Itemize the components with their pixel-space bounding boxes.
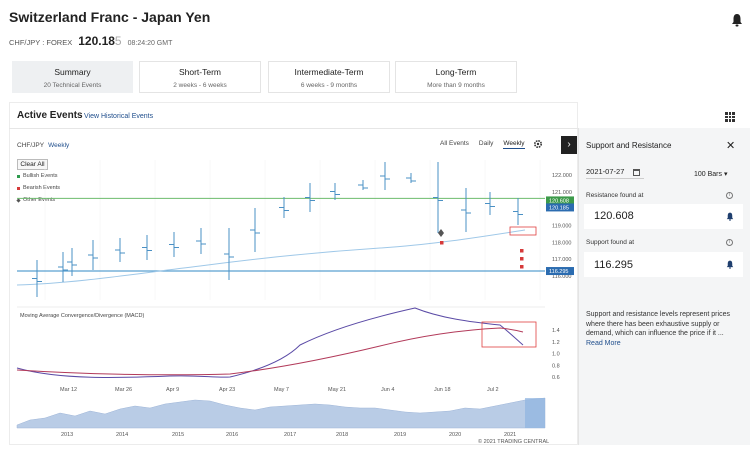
price-dim-digit: 5 bbox=[114, 34, 122, 48]
close-icon[interactable]: ✕ bbox=[726, 140, 736, 152]
period-label[interactable]: Weekly bbox=[48, 142, 70, 149]
event-filters: All Events Daily Weekly bbox=[440, 140, 525, 149]
resistance-label: Resistance found at bbox=[586, 192, 644, 199]
legend-label: Other Events bbox=[23, 197, 56, 203]
tab-title: Intermediate-Term bbox=[294, 67, 364, 77]
support-box bbox=[584, 252, 743, 277]
tab-subtitle: 2 weeks - 6 weeks bbox=[173, 82, 227, 89]
filter-daily[interactable]: Daily bbox=[478, 140, 494, 147]
tab-short-term[interactable]: Short-Term 2 weeks - 6 weeks bbox=[139, 61, 261, 93]
tab-title: Short-Term bbox=[178, 67, 222, 77]
legend-other[interactable]: Other Events bbox=[16, 197, 56, 203]
bars-dropdown[interactable]: 100 Bars ▾ bbox=[694, 171, 728, 178]
info-icon[interactable]: i bbox=[726, 192, 733, 199]
events-panel bbox=[9, 102, 578, 445]
resistance-bell-icon[interactable] bbox=[726, 212, 734, 221]
legend-bullish[interactable]: Bullish Events bbox=[17, 173, 58, 179]
bearish-dot-icon bbox=[17, 186, 20, 190]
tab-long-term[interactable]: Long-Term More than 9 months bbox=[395, 61, 517, 93]
support-bell-icon[interactable] bbox=[726, 260, 734, 269]
bell-icon[interactable] bbox=[731, 13, 743, 27]
page-title: Switzerland Franc - Japan Yen bbox=[9, 9, 211, 25]
side-panel-title: Support and Resistance bbox=[586, 141, 672, 150]
collapse-panel-button[interactable]: › bbox=[561, 136, 577, 154]
bars-value: 100 Bars bbox=[694, 171, 723, 178]
pair-code: CHF/JPY : FOREX bbox=[9, 38, 73, 47]
tab-title: Long-Term bbox=[435, 67, 477, 77]
gear-icon[interactable] bbox=[533, 139, 543, 149]
legend-label: Bullish Events bbox=[23, 173, 58, 179]
other-diamond-icon bbox=[16, 197, 21, 203]
symbol-label: CHF/JPY bbox=[17, 142, 45, 149]
tab-subtitle: 6 weeks - 9 months bbox=[300, 82, 358, 89]
tab-subtitle: More than 9 months bbox=[427, 82, 485, 89]
tab-title: Summary bbox=[54, 67, 91, 77]
info-icon[interactable]: i bbox=[726, 239, 733, 246]
filter-weekly[interactable]: Weekly bbox=[503, 140, 525, 149]
read-more-link[interactable]: Read More bbox=[586, 339, 621, 347]
chart-symbol: CHF/JPY Weekly bbox=[17, 142, 69, 149]
support-label: Support found at bbox=[586, 239, 635, 246]
price-main: 120.18 bbox=[78, 34, 115, 48]
quote-time: 08:24:20 GMT bbox=[127, 40, 173, 47]
tab-intermediate-term[interactable]: Intermediate-Term 6 weeks - 9 months bbox=[268, 61, 390, 93]
grid-menu-icon[interactable] bbox=[725, 112, 735, 122]
resistance-value: 120.608 bbox=[594, 210, 634, 222]
quote-line: CHF/JPY : FOREX 120.185 08:24:20 GMT bbox=[9, 34, 172, 48]
bullish-dot-icon bbox=[17, 174, 20, 178]
filter-all-events[interactable]: All Events bbox=[440, 140, 469, 147]
view-historical-events-link[interactable]: View Historical Events bbox=[84, 113, 154, 120]
support-value: 116.295 bbox=[594, 259, 633, 271]
divider bbox=[9, 128, 578, 129]
clear-all-button[interactable]: Clear All bbox=[17, 159, 48, 170]
legend-bearish[interactable]: Bearish Events bbox=[17, 185, 60, 191]
tab-summary[interactable]: Summary 20 Technical Events bbox=[12, 61, 133, 93]
date-field[interactable]: 2021-07-27 bbox=[586, 167, 644, 179]
calendar-icon[interactable] bbox=[633, 169, 640, 176]
last-price: 120.185 bbox=[78, 34, 121, 48]
resistance-box bbox=[584, 204, 743, 229]
legend-label: Bearish Events bbox=[23, 185, 60, 191]
side-description: Support and resistance levels represent … bbox=[586, 310, 741, 348]
description-text: Support and resistance levels represent … bbox=[586, 311, 730, 337]
tab-subtitle: 20 Technical Events bbox=[43, 82, 102, 89]
active-events-heading: Active Events bbox=[17, 110, 83, 121]
support-resistance-panel bbox=[578, 128, 750, 445]
